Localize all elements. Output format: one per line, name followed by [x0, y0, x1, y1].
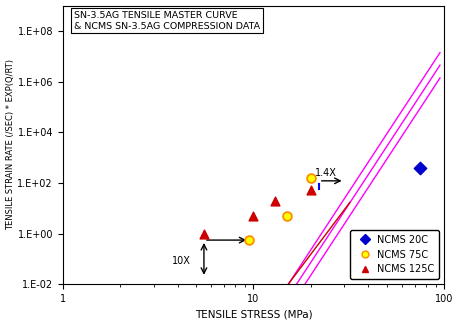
Y-axis label: TENSILE STRAIN RATE (/SEC) * EXP(Q/RT): TENSILE STRAIN RATE (/SEC) * EXP(Q/RT) [6, 59, 15, 230]
Point [200, 231, 207, 236]
Point [250, 213, 257, 218]
Point [307, 188, 314, 193]
Point [307, 176, 314, 181]
Text: 1.4X: 1.4X [315, 168, 337, 178]
Point [246, 238, 253, 243]
Point [272, 198, 279, 203]
Text: SN-3.5AG TENSILE MASTER CURVE
& NCMS SN-3.5AG COMPRESSION DATA: SN-3.5AG TENSILE MASTER CURVE & NCMS SN-… [74, 11, 260, 31]
X-axis label: TENSILE STRESS (MPa): TENSILE STRESS (MPa) [195, 309, 312, 319]
Text: 10X: 10X [172, 256, 191, 266]
Point [283, 213, 291, 218]
Point [417, 165, 424, 170]
Legend: NCMS 20C, NCMS 75C, NCMS 125C: NCMS 20C, NCMS 75C, NCMS 125C [350, 230, 439, 279]
